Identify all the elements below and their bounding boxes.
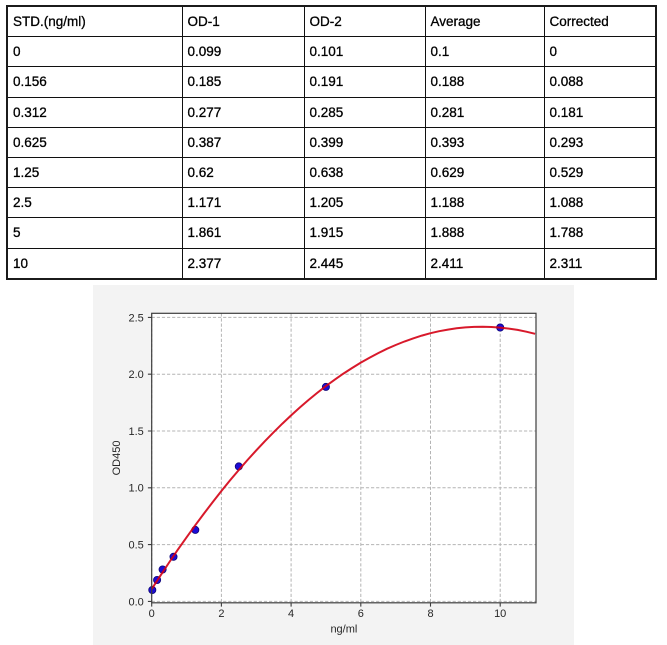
svg-text:1.5: 1.5 <box>129 426 144 438</box>
svg-text:0.0: 0.0 <box>129 596 144 608</box>
svg-text:8: 8 <box>427 608 433 620</box>
svg-text:2.0: 2.0 <box>129 369 144 381</box>
svg-text:1.0: 1.0 <box>129 483 144 495</box>
svg-text:6: 6 <box>358 608 364 620</box>
svg-text:10: 10 <box>494 608 506 620</box>
svg-text:0: 0 <box>149 608 155 620</box>
svg-text:OD450: OD450 <box>111 441 123 476</box>
svg-text:0.5: 0.5 <box>129 540 144 552</box>
svg-text:2: 2 <box>218 608 224 620</box>
svg-text:ng/ml: ng/ml <box>330 624 357 636</box>
svg-text:2.5: 2.5 <box>129 312 144 324</box>
svg-text:4: 4 <box>288 608 294 620</box>
